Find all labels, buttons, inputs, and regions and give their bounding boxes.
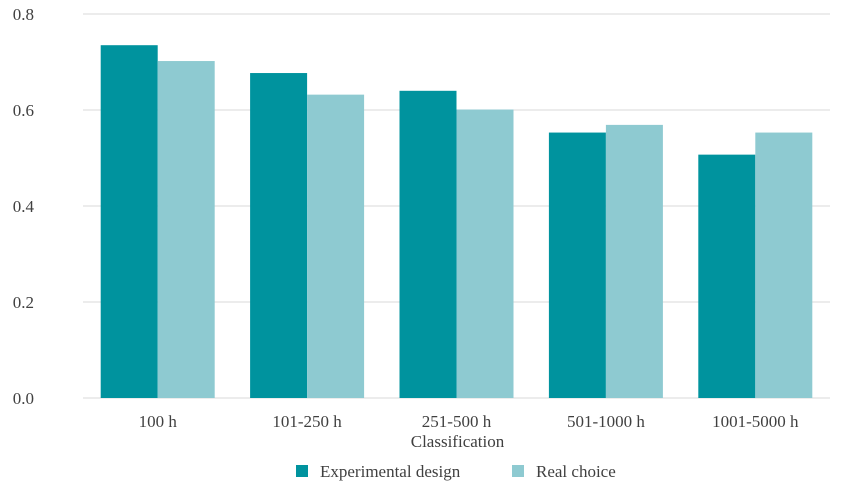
- bar-experimental-design: [399, 90, 457, 399]
- bar-real-choice: [307, 94, 365, 398]
- bar-experimental-design: [548, 132, 606, 398]
- y-tick-label: 0.8: [13, 5, 34, 24]
- bar-experimental-design: [698, 154, 756, 398]
- legend: Experimental design Real choice: [296, 462, 616, 481]
- bar-real-choice: [755, 132, 813, 398]
- x-tick-label: 501-1000 h: [567, 412, 645, 431]
- legend-swatch: [296, 465, 308, 477]
- x-tick-label: 1001-5000 h: [712, 412, 799, 431]
- legend-label: Real choice: [536, 462, 616, 481]
- y-axis-tick-labels: 0.0 0.2 0.4 0.6 0.8: [13, 5, 35, 408]
- bar-experimental-design: [100, 45, 158, 398]
- bars: [100, 45, 813, 399]
- x-tick-label: 251-500 h: [422, 412, 492, 431]
- bar-experimental-design: [250, 73, 308, 398]
- legend-label: Experimental design: [320, 462, 461, 481]
- y-tick-label: 0.2: [13, 293, 34, 312]
- y-tick-label: 0.6: [13, 101, 34, 120]
- y-tick-label: 0.4: [13, 197, 35, 216]
- x-axis-tick-labels: 100 h 101-250 h 251-500 h 501-1000 h 1001-50…: [139, 412, 799, 431]
- bar-real-choice: [456, 109, 514, 399]
- x-tick-label: 101-250 h: [272, 412, 342, 431]
- bar-real-choice: [157, 61, 215, 398]
- x-axis-title: Classification: [411, 432, 505, 451]
- legend-swatch: [512, 465, 524, 477]
- bar-real-choice: [605, 124, 663, 398]
- x-tick-label: 100 h: [139, 412, 178, 431]
- y-tick-label: 0.0: [13, 389, 34, 408]
